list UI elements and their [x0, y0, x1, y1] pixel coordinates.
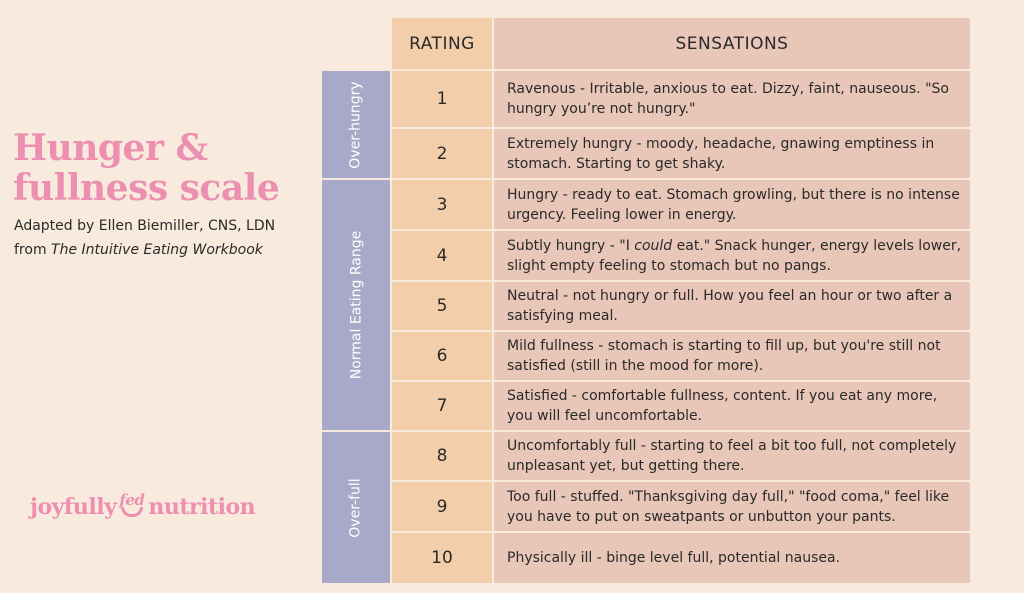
credit-prefix: from [14, 242, 52, 258]
smile-icon [121, 507, 144, 517]
rating-cell: 1 [392, 71, 492, 127]
category-normal-eating-range: Normal Eating Range [322, 180, 390, 430]
category-over-full: Over-full [322, 432, 390, 583]
page-title: Hunger & fullness scale [13, 127, 280, 209]
book-title: The Intuitive Eating Workbook [51, 242, 263, 258]
logo-word-1: joyfully [30, 494, 117, 520]
credit-line-1: Adapted by Ellen Biemiller, CNS, LDN [14, 218, 276, 234]
sensation-cell: Extremely hungry - moody, headache, gnaw… [494, 129, 970, 178]
brand-logo: joyfully fed nutrition [30, 491, 256, 520]
credit-text: Adapted by Ellen Biemiller, CNS, LDN fro… [14, 214, 275, 262]
rating-cell: 2 [392, 129, 492, 178]
sensation-cell: Subtly hungry - "I could eat." Snack hun… [494, 231, 970, 280]
rating-cell: 8 [392, 432, 492, 480]
logo-word-3: nutrition [148, 494, 256, 520]
sensations-column-header: SENSATIONS [494, 18, 970, 69]
rating-cell: 9 [392, 482, 492, 531]
sensation-cell: Too full - stuffed. "Thanksgiving day fu… [494, 482, 970, 531]
sensation-cell: Mild fullness - stomach is starting to f… [494, 332, 970, 380]
title-line-1: Hunger & [13, 127, 208, 169]
rating-cell: 4 [392, 231, 492, 280]
credit-line-2: from The Intuitive Eating Workbook [14, 238, 275, 262]
logo-word-2: fed [119, 491, 145, 517]
rating-cell: 10 [392, 533, 492, 583]
hunger-scale-table: RATING SENSATIONS Over-hungry Normal Eat… [322, 18, 970, 583]
sensation-cell: Uncomfortably full - starting to feel a … [494, 432, 970, 480]
rating-cell: 3 [392, 180, 492, 229]
sensation-cell: Hungry - ready to eat. Stomach growling,… [494, 180, 970, 229]
rating-cell: 6 [392, 332, 492, 380]
rating-cell: 7 [392, 382, 492, 430]
sensation-cell: Satisfied - comfortable fullness, conten… [494, 382, 970, 430]
rating-column-header: RATING [392, 18, 492, 69]
title-line-2: fullness scale [13, 167, 280, 209]
rating-cell: 5 [392, 282, 492, 330]
sensation-cell: Neutral - not hungry or full. How you fe… [494, 282, 970, 330]
sensation-cell: Ravenous - Irritable, anxious to eat. Di… [494, 71, 970, 127]
category-over-hungry: Over-hungry [322, 71, 390, 178]
sensation-cell: Physically ill - binge level full, poten… [494, 533, 970, 583]
